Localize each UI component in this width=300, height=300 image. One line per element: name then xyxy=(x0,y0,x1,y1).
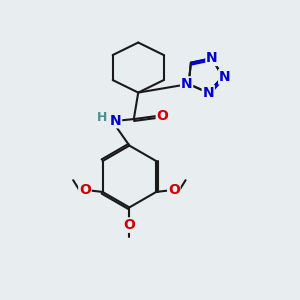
Text: O: O xyxy=(79,184,91,197)
Text: O: O xyxy=(168,184,180,197)
Text: N: N xyxy=(206,51,218,65)
Text: N: N xyxy=(219,70,230,84)
Text: N: N xyxy=(202,86,214,100)
Text: N: N xyxy=(181,77,192,91)
Text: H: H xyxy=(97,110,107,124)
Text: N: N xyxy=(110,114,122,128)
Text: O: O xyxy=(124,218,135,232)
Text: O: O xyxy=(156,109,168,123)
